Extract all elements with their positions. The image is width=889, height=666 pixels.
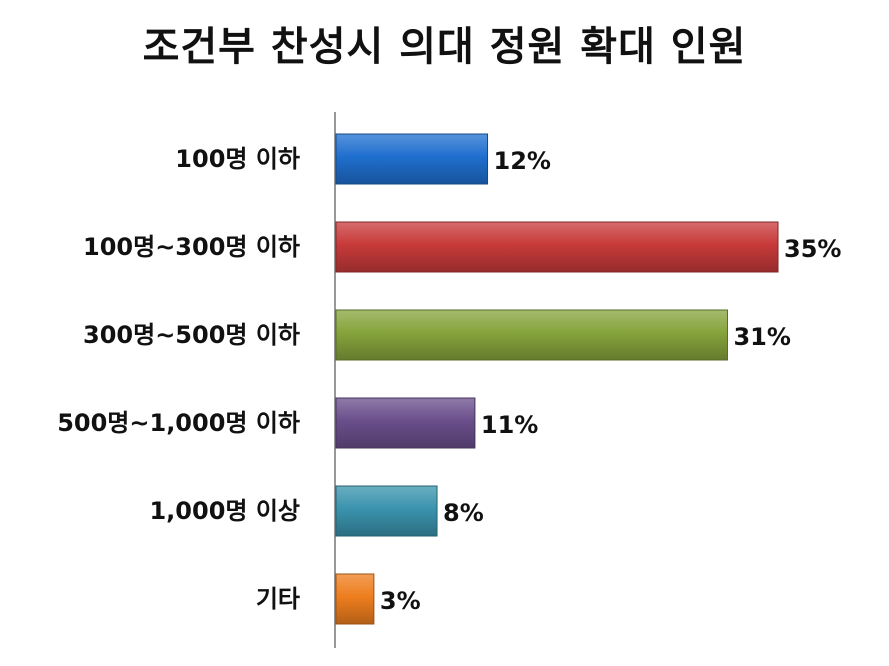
bar-0 [335,133,489,185]
category-label-3: 500명~1,000명 이하 [57,409,300,437]
category-label-0: 100명 이하 [175,145,300,173]
bar-3 [335,397,476,449]
category-label-4: 1,000명 이상 [149,497,300,525]
value-label-4: 8% [443,499,484,527]
bar-4 [335,485,438,537]
bar-2 [335,309,728,361]
value-label-2: 31% [733,323,790,351]
category-label-5: 기타 [256,585,300,613]
value-label-0: 12% [494,147,551,175]
value-label-5: 3% [380,587,421,615]
bar-5 [335,573,375,625]
value-label-3: 11% [481,411,538,439]
value-label-1: 35% [784,235,841,263]
category-label-1: 100명~300명 이하 [83,233,300,261]
bar-1 [335,221,779,273]
category-label-2: 300명~500명 이하 [83,321,300,349]
chart-title: 조건부 찬성시 의대 정원 확대 인원 [142,24,747,70]
